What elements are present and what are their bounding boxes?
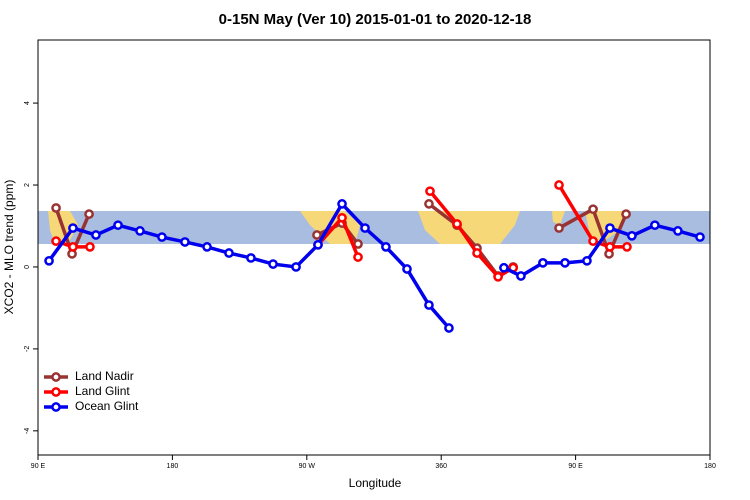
data-point: [402, 264, 412, 274]
x-axis-label: Longitude: [349, 476, 402, 490]
data-point: [554, 180, 564, 190]
data-point: [157, 232, 167, 242]
x-tick-label: 360: [435, 463, 447, 470]
data-point: [650, 220, 660, 231]
data-point: [44, 255, 54, 266]
data-point: [113, 220, 123, 231]
legend-marker: [51, 402, 61, 412]
data-point: [554, 223, 564, 233]
series-line: [503, 223, 701, 278]
data-point: [84, 209, 94, 219]
data-point: [360, 223, 370, 233]
legend-label: Land Glint: [75, 384, 130, 398]
data-point: [312, 230, 322, 240]
data-point: [493, 271, 503, 282]
plot-frame: [37, 39, 711, 456]
data-point: [337, 212, 347, 223]
data-point: [425, 186, 435, 197]
data-point: [588, 204, 598, 215]
data-point: [472, 248, 482, 258]
y-tick-label: -4: [24, 428, 31, 434]
data-point: [499, 262, 509, 273]
data-point: [605, 242, 615, 252]
data-point: [91, 230, 101, 240]
legend-label: Land Nadir: [75, 369, 134, 383]
data-point: [673, 226, 683, 236]
y-tick-label: 2: [24, 183, 31, 187]
data-point: [424, 300, 434, 310]
x-tick-label: 90 E: [31, 463, 46, 470]
data-point: [202, 242, 212, 252]
data-point: [337, 199, 347, 209]
data-point: [695, 232, 705, 242]
data-point: [444, 323, 454, 333]
data-point: [246, 253, 256, 263]
data-point: [224, 248, 234, 258]
data-point: [622, 242, 632, 252]
y-tick-label: -2: [24, 346, 31, 352]
legend-marker: [51, 372, 61, 382]
data-point: [605, 223, 615, 233]
x-tick-label: 90 E: [568, 463, 583, 470]
data-point: [582, 255, 592, 266]
data-point: [621, 209, 631, 219]
data-point: [538, 258, 548, 268]
data-point: [268, 259, 278, 269]
data-point: [68, 242, 78, 252]
data-point: [135, 226, 145, 236]
y-tick-label: 0: [24, 265, 31, 269]
series-line: [557, 184, 627, 249]
data-point: [51, 236, 61, 247]
data-point: [424, 199, 434, 209]
chart-title: 0-15N May (Ver 10) 2015-01-01 to 2020-12…: [219, 11, 532, 28]
legend-marker: [51, 387, 61, 397]
y-axis-label: XCO2 - MLO trend (ppm): [2, 180, 16, 315]
data-point: [85, 242, 95, 252]
data-point: [381, 242, 391, 252]
legend-label: Ocean Glint: [75, 399, 139, 413]
data-point: [452, 219, 462, 229]
data-point: [588, 236, 598, 247]
data-point: [51, 203, 61, 213]
x-tick-label: 90 W: [299, 463, 316, 470]
x-tick-label: 180: [167, 463, 179, 470]
data-point: [313, 239, 323, 250]
data-point: [516, 271, 526, 281]
data-point: [627, 230, 637, 241]
data-point: [353, 252, 363, 262]
x-tick-label: 180: [704, 463, 716, 470]
y-tick-label: 4: [24, 101, 31, 105]
data-point: [180, 237, 190, 247]
data-point: [560, 258, 570, 268]
series-line: [558, 206, 628, 259]
data-point: [291, 262, 301, 272]
data-point: [68, 223, 78, 233]
